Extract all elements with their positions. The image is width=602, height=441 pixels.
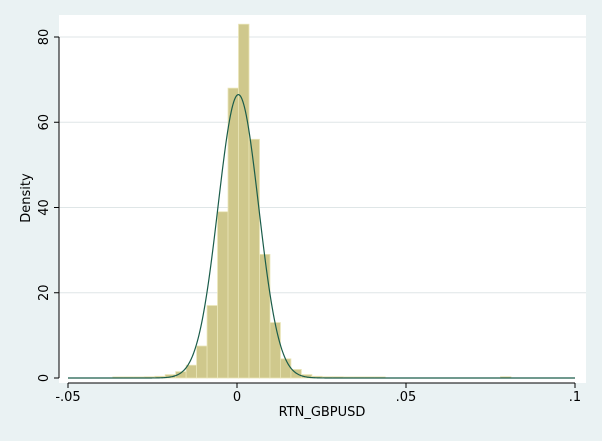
histogram-bar [217, 211, 229, 379]
histogram-bars [112, 23, 512, 379]
plot-area [59, 15, 586, 383]
y-axis-label: Density [19, 173, 34, 223]
histogram-bar [238, 23, 250, 379]
histogram-bar [185, 364, 198, 379]
y-tick-label: 80 [37, 29, 52, 46]
normal-density-curve [68, 94, 575, 379]
x-axis-label: RTN_GBPUSD [279, 405, 366, 420]
histogram-bar [206, 305, 218, 379]
gridlines [59, 36, 586, 294]
x-tick-label: .1 [569, 390, 581, 405]
y-tick-label: 20 [37, 284, 52, 301]
histogram-bar [269, 322, 281, 379]
x-tick-label: 0 [233, 390, 241, 405]
y-tick-label: 40 [37, 199, 52, 216]
y-tick-label: 0 [37, 374, 52, 382]
histogram-bar [248, 138, 260, 379]
y-axis-ticks: 0 20 40 60 80 [37, 29, 59, 382]
y-tick-label: 60 [37, 114, 52, 131]
histogram-bar [280, 358, 292, 379]
x-tick-label: -.05 [55, 390, 80, 405]
x-axis-ticks: -.05 0 .05 .1 [55, 383, 581, 405]
x-tick-label: .05 [396, 390, 417, 405]
histogram-bar [196, 345, 208, 379]
histogram-bar [227, 87, 239, 379]
histogram-bar [259, 253, 271, 379]
